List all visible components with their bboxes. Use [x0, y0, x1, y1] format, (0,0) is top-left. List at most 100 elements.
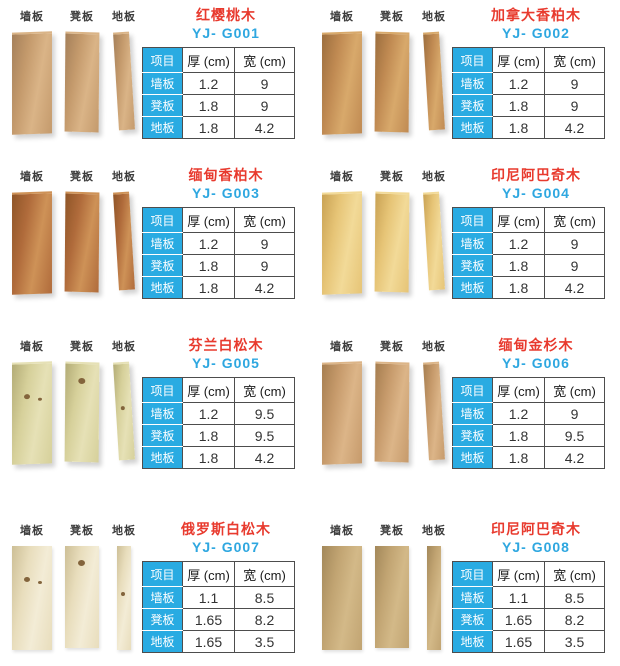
wall-thickness-value: 1.2 — [182, 232, 235, 256]
wall-width-value: 8.5 — [544, 586, 605, 610]
wall-thickness-value: 1.2 — [182, 72, 235, 96]
row-label-bench: 凳板 — [452, 254, 493, 278]
spec-header-width: 宽 (cm) — [544, 207, 605, 234]
plank-samples: 墙板 凳板 地板 — [310, 6, 452, 160]
wall-width-value: 9 — [234, 72, 295, 96]
wall-board-column: 墙板 — [322, 168, 362, 330]
floor-board-image — [423, 361, 445, 461]
bench-board-image — [64, 31, 100, 133]
wall-board-label: 墙板 — [20, 341, 44, 353]
row-label-bench: 凳板 — [142, 94, 183, 118]
wall-board-label: 墙板 — [20, 11, 44, 23]
wall-board-column: 墙板 — [322, 338, 362, 500]
product-model: YJ- G004 — [502, 185, 570, 202]
product-model: YJ- G003 — [192, 185, 260, 202]
bench-board-label: 凳板 — [70, 525, 94, 537]
floor-board-image — [423, 191, 445, 291]
floor-board-column: 地板 — [422, 8, 446, 160]
bench-board-image — [64, 361, 100, 463]
product-info: 加拿大香柏木 YJ- G002 项目 厚 (cm) 宽 (cm) 墙板 1.2 … — [452, 6, 620, 160]
spec-header-item: 项目 — [142, 47, 183, 74]
product-model: YJ- G006 — [502, 355, 570, 372]
row-label-wall: 墙板 — [142, 402, 183, 426]
bench-width-value: 9 — [544, 94, 605, 118]
wall-board-column: 墙板 — [12, 338, 52, 500]
product-info: 芬兰白松木 YJ- G005 项目 厚 (cm) 宽 (cm) 墙板 1.2 9… — [142, 336, 310, 500]
wall-board-label: 墙板 — [20, 171, 44, 183]
product-name: 加拿大香柏木 — [491, 7, 581, 23]
bench-board-image — [64, 191, 100, 293]
row-label-bench: 凳板 — [142, 608, 183, 632]
row-label-floor: 地板 — [142, 630, 183, 654]
wall-board-column: 墙板 — [12, 522, 52, 666]
bench-thickness-value: 1.8 — [492, 254, 545, 278]
floor-width-value: 4.2 — [234, 446, 295, 470]
wall-thickness-value: 1.1 — [492, 586, 545, 610]
spec-header-thickness: 厚 (cm) — [492, 47, 545, 74]
spec-table: 项目 厚 (cm) 宽 (cm) 墙板 1.2 9 凳板 1.8 9.5 地板 … — [452, 377, 605, 470]
bench-board-column: 凳板 — [375, 522, 409, 666]
floor-board-image — [113, 191, 135, 291]
floor-thickness-value: 1.65 — [182, 630, 235, 654]
wall-width-value: 9 — [544, 402, 605, 426]
spec-table: 项目 厚 (cm) 宽 (cm) 墙板 1.1 8.5 凳板 1.65 8.2 … — [452, 561, 605, 654]
row-label-wall: 墙板 — [452, 586, 493, 610]
wall-board-column: 墙板 — [322, 8, 362, 160]
wall-board-image — [322, 31, 362, 135]
plank-samples: 墙板 凳板 地板 — [310, 336, 452, 500]
floor-width-value: 3.5 — [544, 630, 605, 654]
table-row: 墙板 1.1 8.5 — [452, 586, 605, 610]
bench-thickness-value: 1.65 — [492, 608, 545, 632]
floor-board-label: 地板 — [422, 171, 446, 183]
table-row: 凳板 1.8 9 — [452, 94, 605, 118]
wall-board-image — [12, 31, 52, 135]
row-label-bench: 凳板 — [452, 94, 493, 118]
row-label-wall: 墙板 — [142, 232, 183, 256]
wall-thickness-value: 1.2 — [492, 72, 545, 96]
wall-thickness-value: 1.2 — [182, 402, 235, 426]
spec-header-thickness: 厚 (cm) — [182, 47, 235, 74]
bench-board-column: 凳板 — [374, 338, 410, 500]
wall-board-column: 墙板 — [12, 8, 52, 160]
table-row: 地板 1.65 3.5 — [142, 630, 295, 654]
bench-board-image — [65, 546, 99, 648]
table-row: 地板 1.65 3.5 — [452, 630, 605, 654]
table-row: 地板 1.8 4.2 — [452, 116, 605, 140]
bench-width-value: 9 — [544, 254, 605, 278]
product-card: 墙板 凳板 地板 加拿大香柏木 YJ- G002 项目 厚 (cm) 宽 (cm… — [310, 0, 620, 160]
wall-board-label: 墙板 — [330, 171, 354, 183]
product-name: 缅甸金杉木 — [498, 337, 574, 353]
wall-width-value: 9 — [544, 72, 605, 96]
floor-board-column: 地板 — [112, 8, 136, 160]
spec-table: 项目 厚 (cm) 宽 (cm) 墙板 1.2 9.5 凳板 1.8 9.5 地… — [142, 377, 295, 470]
bench-width-value: 9 — [234, 94, 295, 118]
product-name: 俄罗斯白松木 — [181, 521, 271, 537]
bench-board-image — [374, 31, 410, 133]
row-label-floor: 地板 — [142, 446, 183, 470]
table-row: 墙板 1.2 9 — [142, 72, 295, 96]
product-card: 墙板 凳板 地板 红樱桃木 YJ- G001 项目 厚 (cm) 宽 (cm) — [0, 0, 310, 160]
wall-board-image — [322, 191, 362, 295]
spec-table: 项目 厚 (cm) 宽 (cm) 墙板 1.2 9 凳板 1.8 9 地板 1.… — [142, 47, 295, 140]
product-info: 缅甸香柏木 YJ- G003 项目 厚 (cm) 宽 (cm) 墙板 1.2 9… — [142, 166, 310, 330]
row-label-floor: 地板 — [452, 446, 493, 470]
table-row: 墙板 1.2 9 — [452, 402, 605, 426]
wall-board-image — [12, 546, 52, 650]
plank-samples: 墙板 凳板 地板 — [0, 166, 142, 330]
spec-header-item: 项目 — [452, 377, 493, 404]
table-row: 墙板 1.2 9 — [452, 232, 605, 256]
floor-board-label: 地板 — [112, 171, 136, 183]
product-card: 墙板 凳板 地板 印尼阿巴奇木 YJ- G004 项目 厚 (cm) 宽 (cm… — [310, 160, 620, 330]
wall-board-label: 墙板 — [330, 11, 354, 23]
spec-header-width: 宽 (cm) — [544, 561, 605, 588]
table-row: 地板 1.8 4.2 — [142, 116, 295, 140]
bench-board-column: 凳板 — [64, 168, 100, 330]
product-info: 缅甸金杉木 YJ- G006 项目 厚 (cm) 宽 (cm) 墙板 1.2 9… — [452, 336, 620, 500]
spec-header-width: 宽 (cm) — [234, 47, 295, 74]
floor-thickness-value: 1.8 — [182, 446, 235, 470]
product-name: 芬兰白松木 — [188, 337, 264, 353]
spec-header-thickness: 厚 (cm) — [182, 377, 235, 404]
bench-width-value: 9.5 — [544, 424, 605, 448]
product-info: 红樱桃木 YJ- G001 项目 厚 (cm) 宽 (cm) 墙板 1.2 9 … — [142, 6, 310, 160]
